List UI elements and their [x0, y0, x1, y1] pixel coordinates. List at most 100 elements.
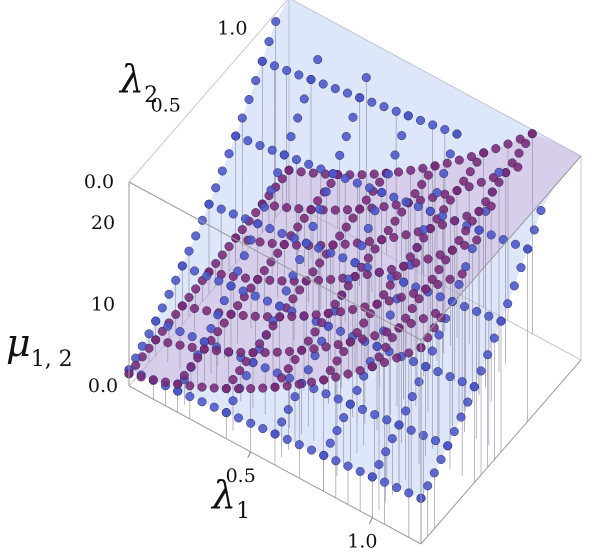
surface-patch [284, 118, 322, 165]
data-point [295, 255, 305, 265]
data-point [273, 248, 283, 258]
data-point [527, 129, 537, 139]
data-point [357, 241, 367, 251]
data-point [211, 183, 221, 193]
data-point [407, 304, 417, 314]
data-point [197, 382, 207, 392]
data-point [529, 225, 539, 235]
data-point [306, 74, 316, 84]
surface-patch [182, 235, 220, 276]
data-point [211, 346, 221, 356]
data-point [385, 280, 395, 290]
data-point [445, 149, 455, 159]
data-point [290, 392, 300, 402]
data-point [264, 37, 274, 47]
data-point [401, 197, 411, 207]
data-point [228, 396, 238, 406]
data-point [352, 328, 362, 338]
data-point [175, 327, 185, 337]
data-point [243, 136, 253, 146]
data-point [217, 250, 227, 260]
data-point [390, 150, 400, 160]
surface-patch [333, 224, 371, 245]
data-point [270, 382, 280, 392]
data-point [292, 155, 302, 165]
data-point [434, 265, 444, 275]
data-point [137, 341, 147, 351]
data-point [352, 178, 362, 188]
data-point [163, 338, 173, 348]
surface-patch [481, 131, 519, 161]
data-point [211, 259, 221, 269]
surface-patch [271, 244, 309, 264]
data-point [363, 253, 373, 263]
surface-patch [239, 352, 278, 371]
data-point [272, 347, 282, 357]
surface-patch [264, 350, 302, 371]
data-point [287, 312, 297, 322]
data-point [447, 297, 457, 307]
data-point [397, 131, 407, 141]
surface-patch [457, 118, 495, 148]
data-point [333, 394, 343, 404]
data-point [385, 310, 395, 320]
data-point [294, 204, 304, 214]
data-point [483, 350, 493, 360]
data-point [293, 222, 303, 232]
data-point [308, 168, 318, 178]
data-point [283, 364, 293, 374]
x-tick-label: 0.5 [226, 465, 256, 487]
data-point [204, 199, 214, 209]
data-point [297, 345, 307, 355]
data-point [343, 205, 353, 215]
data-point [367, 97, 377, 107]
data-point [228, 375, 238, 385]
surface-patch [423, 406, 461, 446]
data-point [237, 225, 247, 235]
data-point [321, 187, 331, 197]
data-point [432, 188, 442, 198]
surface-patch [361, 414, 399, 452]
data-point [187, 332, 197, 342]
data-point [430, 161, 440, 171]
surface-patch [385, 425, 424, 463]
y-tick-label: 1.0 [217, 18, 247, 40]
data-point [423, 481, 433, 491]
surface-patch [233, 180, 271, 224]
data-point [367, 472, 377, 482]
data-point [454, 155, 464, 165]
data-point [476, 177, 486, 187]
data-point [406, 318, 416, 328]
data-point [418, 430, 428, 440]
data-point [294, 379, 304, 389]
data-point [260, 363, 270, 373]
surface-patch [293, 243, 331, 286]
data-point [435, 292, 445, 302]
data-point [370, 410, 380, 420]
data-point [235, 366, 245, 376]
data-point [406, 425, 416, 435]
surface-patch [357, 221, 395, 244]
data-point [299, 311, 309, 321]
surface-patch [246, 145, 285, 191]
surface-patch [322, 209, 360, 228]
surface-patch [450, 344, 488, 387]
surface-patch [519, 129, 557, 159]
data-point [389, 232, 399, 242]
data-point [319, 375, 329, 385]
data-point [294, 440, 304, 450]
data-point [423, 333, 433, 343]
surface-patch [322, 88, 360, 137]
data-point [255, 339, 265, 349]
data-point [238, 286, 248, 296]
data-point [191, 284, 201, 294]
surface-patch [446, 90, 484, 119]
data-point [412, 242, 422, 252]
data-point [282, 203, 292, 213]
data-point [397, 207, 407, 217]
data-point [350, 258, 360, 268]
surface-patch [397, 63, 435, 93]
data-point [383, 169, 393, 179]
data-point [456, 412, 466, 422]
data-point [231, 233, 241, 243]
